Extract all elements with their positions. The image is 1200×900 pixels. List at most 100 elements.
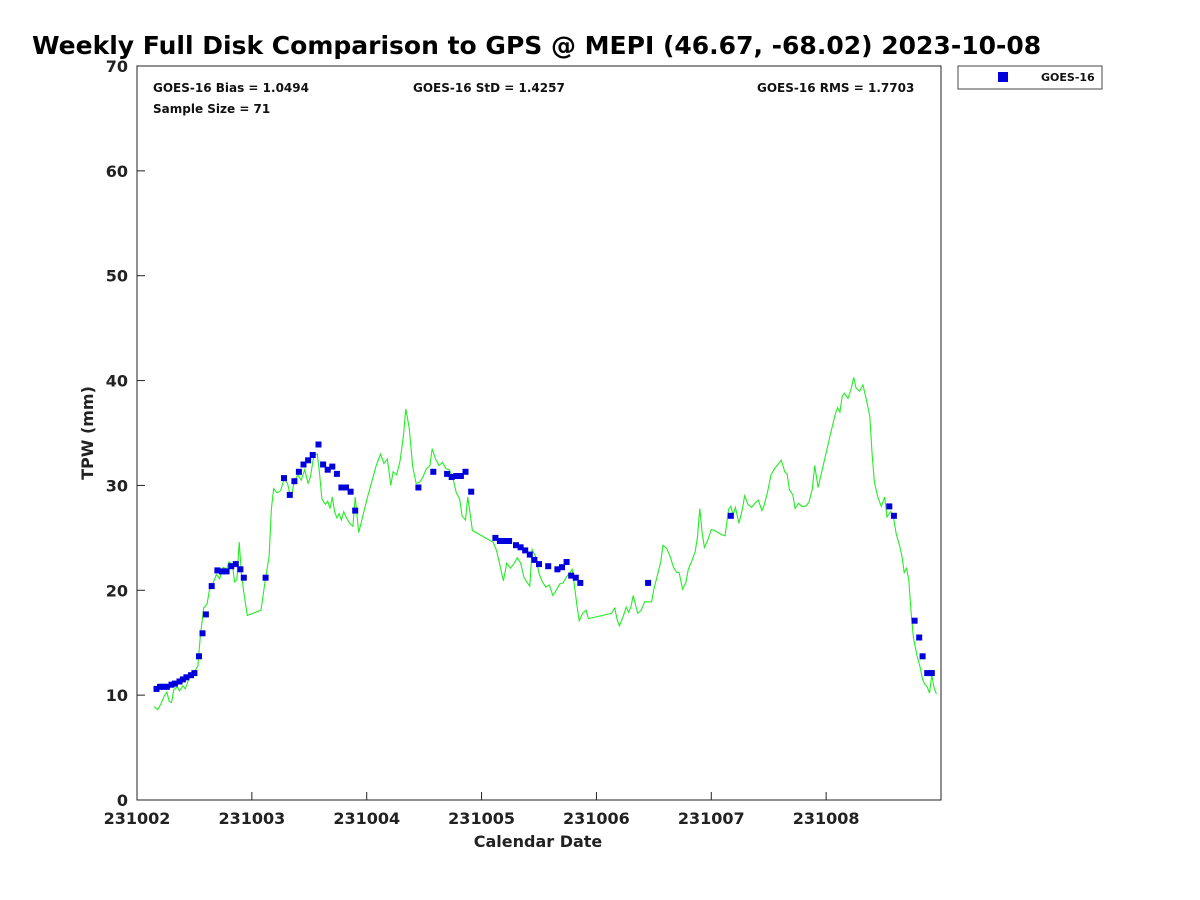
data-point-goes16: [727, 512, 734, 519]
plot-frame: [136, 65, 942, 801]
data-point-goes16: [506, 538, 513, 544]
x-tick-label: 231005: [448, 809, 515, 828]
data-point-goes16: [531, 556, 538, 563]
data-point-goes16: [457, 473, 464, 479]
data-point-goes16: [286, 491, 293, 498]
x-tick-label: 231004: [333, 809, 400, 828]
stat-bias: GOES-16 Bias = 1.0494: [153, 81, 309, 95]
x-axis: 231002 231003 231004 231005 231006 231007 2310…: [104, 792, 860, 828]
y-axis-label: TPW (mm): [78, 386, 97, 480]
data-point-goes16: [315, 441, 322, 448]
data-point-goes16: [517, 544, 524, 551]
data-point-goes16: [916, 634, 923, 641]
data-point-goes16: [295, 468, 302, 475]
data-point-goes16: [324, 466, 331, 473]
data-point-goes16: [453, 473, 460, 479]
y-tick-label: 10: [106, 686, 128, 705]
data-point-goes16: [179, 676, 186, 683]
legend-label-goes16: GOES-16: [1041, 71, 1095, 84]
x-axis-label: Calendar Date: [474, 832, 603, 851]
y-tick-label: 40: [106, 372, 128, 391]
data-point-goes16: [237, 566, 244, 573]
data-point-goes16: [163, 683, 170, 690]
data-point-goes16: [347, 488, 354, 495]
legend: GOES-16: [957, 65, 1103, 90]
data-point-goes16: [168, 681, 175, 688]
data-point-goes16: [928, 670, 935, 677]
data-point-goes16: [333, 470, 340, 477]
x-tick-label: 231002: [104, 809, 171, 828]
chart-title: Weekly Full Disk Comparison to GPS @ MEP…: [32, 31, 1041, 60]
data-point-goes16: [232, 561, 239, 568]
data-point-goes16: [157, 683, 163, 690]
data-point-goes16: [320, 461, 327, 468]
y-tick-label: 70: [106, 57, 128, 76]
data-point-goes16: [191, 670, 198, 677]
y-tick-label: 50: [106, 267, 128, 286]
data-point-goes16: [911, 617, 918, 624]
data-point-goes16: [522, 547, 529, 554]
data-point-goes16: [559, 564, 565, 571]
x-tick-label: 231003: [218, 809, 285, 828]
data-point-goes16: [300, 461, 307, 468]
data-point-goes16: [563, 559, 570, 565]
data-point-goes16: [153, 685, 160, 692]
data-point-goes16: [176, 678, 183, 685]
y-tick-label: 60: [106, 162, 128, 181]
data-point-goes16: [160, 683, 167, 690]
data-point-goes16: [568, 572, 575, 579]
legend-box: [957, 65, 1103, 90]
data-point-goes16: [208, 583, 215, 590]
data-point-goes16: [545, 563, 552, 570]
data-point-goes16: [309, 452, 316, 458]
data-point-goes16: [492, 534, 499, 541]
data-point-goes16: [468, 488, 475, 495]
data-point-goes16: [199, 630, 206, 637]
data-point-goes16: [202, 611, 209, 618]
y-tick-label: 0: [117, 791, 128, 810]
data-point-goes16: [526, 551, 533, 558]
data-point-goes16: [188, 672, 194, 679]
y-tick-label: 20: [106, 581, 128, 600]
data-point-goes16: [919, 653, 926, 660]
data-point-goes16: [554, 566, 561, 573]
y-axis: 0 10 20 30 40 50 60 70: [106, 57, 145, 810]
data-point-goes16: [572, 574, 579, 581]
data-point-goes16: [536, 561, 542, 568]
data-point-goes16: [430, 468, 437, 475]
data-point-goes16: [338, 484, 345, 491]
data-point-goes16: [645, 579, 652, 586]
data-point-goes16: [415, 484, 422, 491]
data-point-goes16: [219, 568, 225, 575]
plot-area: [153, 377, 937, 711]
data-point-goes16: [513, 542, 519, 549]
data-point-goes16: [448, 474, 455, 480]
data-point-goes16: [577, 579, 584, 586]
data-point-goes16: [924, 670, 931, 677]
data-point-goes16: [171, 680, 178, 687]
legend-marker-goes16: [998, 72, 1008, 82]
data-point-goes16: [281, 475, 287, 482]
data-point-goes16: [462, 468, 469, 475]
data-point-goes16: [329, 463, 336, 470]
data-point-goes16: [886, 503, 893, 510]
stat-std: GOES-16 StD = 1.4257: [413, 81, 565, 95]
data-point-goes16: [291, 478, 298, 485]
x-tick-label: 231006: [563, 809, 630, 828]
y-tick-label: 30: [106, 476, 128, 495]
x-tick-label: 231008: [793, 809, 860, 828]
data-point-goes16: [501, 538, 508, 544]
data-point-goes16: [223, 568, 230, 575]
stat-sample-size: Sample Size = 71: [153, 102, 270, 116]
data-point-goes16: [240, 574, 247, 581]
data-point-goes16: [352, 507, 359, 514]
data-point-goes16: [228, 563, 235, 570]
data-point-goes16: [343, 484, 349, 491]
x-tick-label: 231007: [678, 809, 745, 828]
data-point-goes16: [262, 574, 269, 581]
data-point-goes16: [496, 538, 503, 544]
stat-rms: GOES-16 RMS = 1.7703: [757, 81, 914, 95]
data-point-goes16: [444, 470, 451, 477]
data-point-goes16: [214, 567, 221, 574]
